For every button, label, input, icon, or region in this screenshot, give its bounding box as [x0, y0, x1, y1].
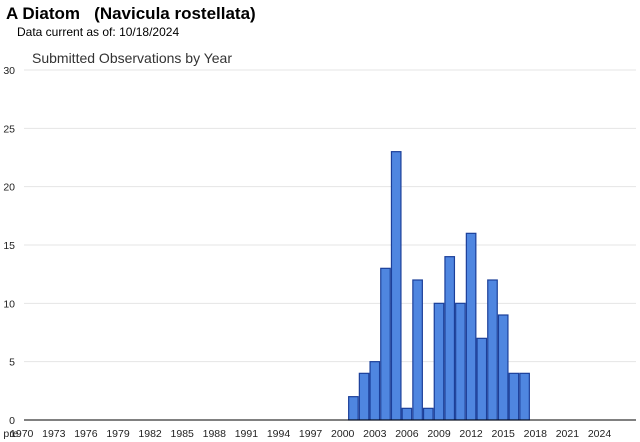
bar-2016: [508, 372, 520, 421]
x-tick-label: 2003: [363, 428, 387, 440]
x-tick-label: 2000: [331, 428, 355, 440]
bar-2004: [380, 267, 391, 421]
bar-2005: [390, 151, 402, 421]
bar-2015: [497, 314, 509, 421]
x-tick-label: 1976: [74, 428, 98, 440]
x-tick-label: 1982: [138, 428, 162, 440]
y-tick-label: 5: [9, 357, 15, 369]
y-tick-label: 25: [3, 123, 15, 135]
x-tick-label: 2015: [492, 428, 516, 440]
bar-2002: [358, 372, 370, 421]
bar-2007: [412, 279, 423, 421]
x-tick-label: 1994: [267, 428, 291, 440]
x-tick-label: 2018: [524, 428, 548, 440]
x-tick-label: 1991: [235, 428, 259, 440]
bar-2017: [519, 372, 530, 421]
bar-2001: [348, 396, 359, 421]
x-tick-label: 1997: [299, 428, 323, 440]
y-tick-labels: 0 5 10 15 20 25 30: [3, 65, 15, 427]
y-tick-label: 15: [3, 240, 15, 252]
bar-2014: [487, 279, 498, 421]
bar-2008: [422, 407, 434, 421]
x-tick-label: 2012: [459, 428, 483, 440]
bar-2013: [476, 337, 488, 421]
y-tick-label: 20: [3, 182, 15, 194]
grid-lines: [24, 69, 636, 363]
bar-2010: [444, 256, 456, 421]
x-tick-label: 2021: [556, 428, 580, 440]
data-current-line: Data current as of: 10/18/2024: [17, 25, 179, 39]
y-tick-label: 0: [9, 415, 15, 427]
data-current-date: 10/18/2024: [119, 25, 180, 39]
y-tick-label: 30: [3, 65, 15, 77]
chart-title: Submitted Observations by Year: [32, 50, 232, 66]
y-tick-label: 10: [3, 298, 15, 310]
x-tick-label: 1973: [42, 428, 66, 440]
x-tick-label: 1979: [106, 428, 130, 440]
x-tick-label: 1985: [171, 428, 195, 440]
bar-2006: [401, 407, 413, 421]
x-tick-label: 2006: [395, 428, 419, 440]
x-tick-label: 1988: [203, 428, 227, 440]
x-tick-label: 2009: [427, 428, 451, 440]
bar-2012: [465, 232, 477, 421]
page-title: A Diatom (Navicula rostellata): [6, 4, 256, 23]
x-tick-label: 2024: [588, 428, 612, 440]
x-tick-label: pre: [3, 428, 18, 440]
bar-2003: [369, 361, 381, 421]
bar-2011: [455, 302, 466, 421]
x-tick-label: 1970: [10, 428, 34, 440]
bars: [348, 151, 530, 421]
bar-2009: [433, 302, 445, 421]
data-current-label: Data current as of:: [17, 25, 116, 39]
